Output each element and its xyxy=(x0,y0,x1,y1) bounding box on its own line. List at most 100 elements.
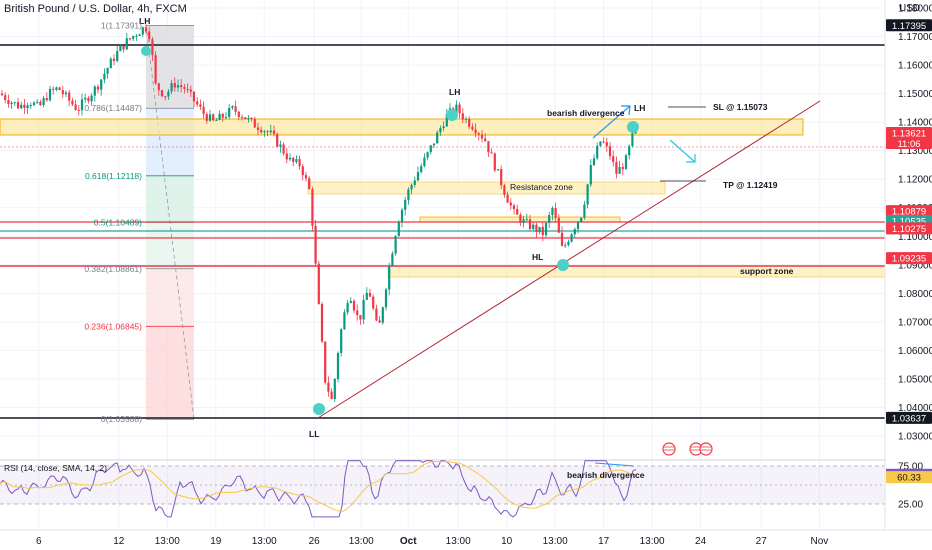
candle xyxy=(596,145,599,159)
candle xyxy=(519,214,522,223)
candle xyxy=(500,169,503,186)
price-tag-label: 1.17395 xyxy=(892,21,926,32)
candle xyxy=(314,225,317,264)
price-axis[interactable]: USD 1.180001.170001.160001.150001.140001… xyxy=(884,0,932,550)
candle xyxy=(144,27,148,32)
candle xyxy=(112,58,116,61)
candle xyxy=(477,133,480,135)
candle xyxy=(119,45,122,52)
candle xyxy=(205,114,208,121)
price-tick: 1.04000 xyxy=(898,403,932,414)
candle xyxy=(180,85,183,87)
fib-label: 0.786(1.14487) xyxy=(84,103,142,113)
time-tick: 13:00 xyxy=(446,536,471,547)
swing-markers xyxy=(141,46,639,415)
divergence-arrow[interactable] xyxy=(592,105,631,139)
candle xyxy=(221,113,224,118)
time-axis[interactable]: 6 12 13:00 19 13:00 26 13:00 Oct 13:00 10 13:00 17 1… xyxy=(0,529,932,547)
candle xyxy=(557,217,560,233)
candle xyxy=(135,35,138,37)
candle xyxy=(138,34,141,36)
candle xyxy=(42,98,45,106)
candle xyxy=(605,142,608,147)
candle xyxy=(365,292,368,300)
time-tick: 19 xyxy=(210,536,222,547)
candle xyxy=(372,296,375,309)
candle xyxy=(77,109,80,111)
candle xyxy=(400,209,404,223)
marker-lh-1 xyxy=(141,46,151,56)
candle xyxy=(100,79,103,90)
label-sl: SL @ 1.15073 xyxy=(713,102,768,112)
candle xyxy=(509,202,512,206)
candle xyxy=(109,58,112,69)
candle xyxy=(0,93,4,96)
label-lh-1: LH xyxy=(139,16,150,26)
candle xyxy=(528,219,532,229)
candle xyxy=(432,143,436,146)
label-lh-2: LH xyxy=(449,87,460,97)
candle xyxy=(480,134,484,139)
candle xyxy=(391,253,394,267)
candles xyxy=(0,24,637,403)
marker-hl xyxy=(557,259,569,271)
candle xyxy=(106,68,109,74)
support-zone-box[interactable] xyxy=(387,265,932,278)
price-tag-label: 1.09235 xyxy=(892,254,926,265)
candle xyxy=(631,133,634,147)
candle xyxy=(52,88,55,90)
candle xyxy=(429,145,432,153)
marker-lh-3 xyxy=(627,121,639,133)
candle xyxy=(525,219,528,221)
ascending-trendline[interactable] xyxy=(317,100,821,419)
candle xyxy=(538,226,541,233)
fib-label: 0.618(1.12118) xyxy=(85,171,142,181)
marker-lh-2 xyxy=(446,109,458,121)
candle xyxy=(506,194,509,203)
candle xyxy=(141,27,144,35)
label-tp: TP @ 1.12419 xyxy=(723,180,778,190)
candle xyxy=(292,157,295,162)
candle xyxy=(554,207,557,218)
candle xyxy=(436,132,439,144)
candle xyxy=(381,307,384,323)
projection-arrow[interactable] xyxy=(669,139,696,163)
candle xyxy=(68,92,71,101)
candle xyxy=(628,146,631,156)
candle xyxy=(16,102,20,109)
price-tag xyxy=(886,126,932,149)
candle xyxy=(84,97,87,100)
price-tick: 1.05000 xyxy=(898,374,932,385)
candle xyxy=(103,73,106,80)
flag-stripes-icon xyxy=(664,446,711,451)
candle xyxy=(55,87,58,90)
rsi-tick: 25.00 xyxy=(898,500,923,511)
candle xyxy=(580,217,583,222)
candle xyxy=(621,166,624,170)
rsi-pane[interactable]: RSI (14, close, SMA, 14, 2) bearish dive… xyxy=(0,459,885,518)
fib-retracement[interactable] xyxy=(145,24,195,420)
candle xyxy=(535,224,538,233)
candle xyxy=(516,209,519,215)
candle xyxy=(522,219,525,223)
event-flags[interactable] xyxy=(662,442,713,456)
candle xyxy=(407,189,410,200)
candle xyxy=(615,161,618,174)
price-tick: 1.12000 xyxy=(898,175,932,186)
candle xyxy=(461,113,464,120)
candle xyxy=(93,86,96,96)
candle xyxy=(567,241,570,246)
price-tag-label: 1.13621 xyxy=(892,128,926,139)
candle xyxy=(471,126,474,130)
price-tick: 1.03000 xyxy=(898,432,932,443)
candle xyxy=(468,118,471,127)
candle xyxy=(324,341,327,383)
candle xyxy=(336,352,340,380)
supply-zone[interactable] xyxy=(0,118,804,136)
candle xyxy=(282,144,285,154)
resistance-zone-box[interactable] xyxy=(307,181,666,195)
symbol-title: British Pound / U.S. Dollar, 4h, FXCM xyxy=(4,3,187,15)
candle xyxy=(288,157,292,160)
rsi-tick: 75.00 xyxy=(898,462,923,473)
